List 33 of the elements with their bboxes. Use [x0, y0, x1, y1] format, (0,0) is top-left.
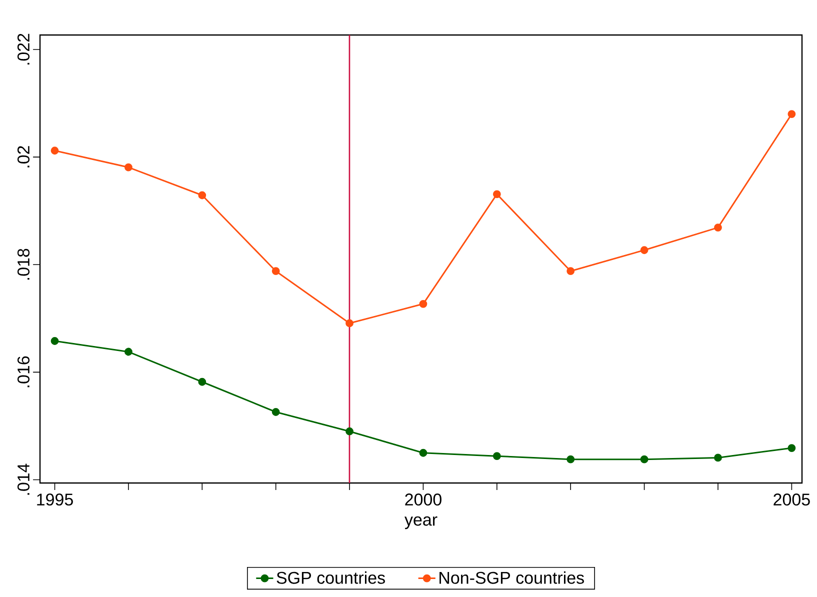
point	[346, 427, 354, 436]
point	[492, 452, 501, 460]
point	[419, 300, 428, 308]
point	[419, 448, 428, 457]
y-tick-label: .014	[17, 464, 30, 495]
x-tick-label: 1995	[37, 494, 73, 506]
point	[788, 444, 796, 452]
point	[640, 246, 648, 254]
y-tick-label: .018	[17, 248, 30, 280]
x-tick-label: 2000	[405, 494, 442, 506]
y-tick-label: .016	[17, 356, 30, 388]
legend-label: SGP countries	[276, 571, 385, 584]
point	[714, 454, 722, 462]
point	[124, 163, 132, 172]
point	[566, 455, 575, 464]
point	[346, 319, 354, 328]
x-tick-label: 2005	[774, 494, 810, 506]
point	[272, 408, 280, 416]
point	[50, 146, 59, 155]
y-tick-label: .02	[17, 146, 30, 168]
point	[788, 110, 796, 118]
point	[198, 378, 206, 386]
point	[124, 348, 132, 356]
point	[272, 267, 280, 276]
x-axis-title: year	[404, 516, 438, 530]
point	[492, 190, 501, 198]
point	[640, 455, 648, 464]
legend-label: Non-SGP countries	[440, 571, 584, 584]
point	[50, 337, 59, 345]
point	[198, 191, 206, 200]
point	[566, 267, 575, 276]
y-tick-label: .022	[17, 34, 30, 65]
point	[714, 224, 722, 232]
